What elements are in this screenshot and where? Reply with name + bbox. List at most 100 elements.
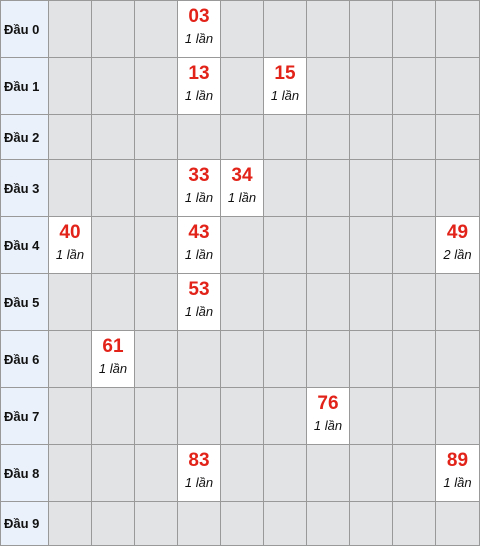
- number-cell: 89 1 lần: [436, 445, 479, 501]
- empty-cell: [393, 217, 435, 273]
- empty-cell: [135, 388, 177, 444]
- empty-cell: [221, 331, 263, 387]
- grid-row-dau-3: Đầu 3 33 1 lần 34 1 lần: [0, 160, 480, 216]
- empty-cell: [49, 1, 91, 57]
- lottery-number: 15: [274, 63, 296, 84]
- empty-cell: [436, 331, 479, 387]
- empty-cell: [264, 331, 306, 387]
- empty-cell: [49, 388, 91, 444]
- lottery-number: 43: [188, 222, 210, 243]
- empty-cell: [307, 331, 349, 387]
- empty-cell: [393, 502, 435, 545]
- empty-cell: [221, 58, 263, 114]
- occurrence-count: 1 lần: [443, 475, 472, 490]
- lottery-number: 53: [188, 279, 210, 300]
- row-label: Đầu 3: [1, 160, 48, 216]
- empty-cell: [135, 58, 177, 114]
- empty-cell: [350, 115, 392, 159]
- occurrence-count: 1 lần: [98, 361, 128, 376]
- empty-cell: [350, 160, 392, 216]
- empty-cell: [436, 160, 479, 216]
- occurrence-count: 1 lần: [55, 247, 85, 262]
- empty-cell: [49, 274, 91, 330]
- empty-cell: [92, 445, 134, 501]
- empty-cell: [264, 274, 306, 330]
- row-label: Đầu 0: [1, 1, 48, 57]
- empty-cell: [350, 331, 392, 387]
- row-label: Đầu 7: [1, 388, 48, 444]
- occurrence-count: 1 lần: [184, 190, 214, 205]
- number-cell: 76 1 lần: [307, 388, 349, 444]
- occurrence-count: 1 lần: [184, 88, 214, 103]
- grid-row-dau-9: Đầu 9: [0, 502, 480, 545]
- empty-cell: [307, 445, 349, 501]
- empty-cell: [178, 331, 220, 387]
- row-label: Đầu 9: [1, 502, 48, 545]
- empty-cell: [221, 445, 263, 501]
- lottery-number: 40: [59, 222, 81, 243]
- empty-cell: [393, 160, 435, 216]
- empty-cell: [307, 502, 349, 545]
- empty-cell: [264, 1, 306, 57]
- empty-cell: [393, 445, 435, 501]
- empty-cell: [436, 388, 479, 444]
- empty-cell: [221, 217, 263, 273]
- empty-cell: [92, 58, 134, 114]
- empty-cell: [264, 115, 306, 159]
- empty-cell: [49, 331, 91, 387]
- empty-cell: [307, 160, 349, 216]
- grid-row-dau-5: Đầu 5 53 1 lần: [0, 274, 480, 330]
- number-cell: 33 1 lần: [178, 160, 220, 216]
- empty-cell: [350, 274, 392, 330]
- empty-cell: [264, 217, 306, 273]
- empty-cell: [135, 217, 177, 273]
- occurrence-count: 2 lần: [443, 247, 472, 262]
- empty-cell: [178, 115, 220, 159]
- empty-cell: [221, 115, 263, 159]
- number-cell: 43 1 lần: [178, 217, 220, 273]
- empty-cell: [350, 388, 392, 444]
- number-cell: 13 1 lần: [178, 58, 220, 114]
- empty-cell: [350, 502, 392, 545]
- empty-cell: [221, 274, 263, 330]
- occurrence-count: 1 lần: [270, 88, 300, 103]
- empty-cell: [393, 1, 435, 57]
- occurrence-count: 1 lần: [184, 304, 214, 319]
- empty-cell: [178, 388, 220, 444]
- empty-cell: [92, 388, 134, 444]
- empty-cell: [393, 388, 435, 444]
- empty-cell: [264, 160, 306, 216]
- empty-cell: [393, 115, 435, 159]
- empty-cell: [350, 1, 392, 57]
- empty-cell: [135, 445, 177, 501]
- empty-cell: [307, 1, 349, 57]
- empty-cell: [393, 274, 435, 330]
- empty-cell: [307, 274, 349, 330]
- empty-cell: [135, 115, 177, 159]
- empty-cell: [264, 502, 306, 545]
- lottery-number: 03: [188, 6, 210, 27]
- empty-cell: [393, 331, 435, 387]
- empty-cell: [221, 388, 263, 444]
- empty-cell: [221, 502, 263, 545]
- number-cell: 03 1 lần: [178, 1, 220, 57]
- empty-cell: [350, 445, 392, 501]
- occurrence-count: 1 lần: [227, 190, 257, 205]
- empty-cell: [393, 58, 435, 114]
- empty-cell: [49, 160, 91, 216]
- empty-cell: [49, 502, 91, 545]
- number-cell: 40 1 lần: [49, 217, 91, 273]
- empty-cell: [264, 445, 306, 501]
- grid-row-dau-4: Đầu 4 40 1 lần 43 1 lần 49 2 lần: [0, 217, 480, 273]
- empty-cell: [436, 115, 479, 159]
- number-cell: 34 1 lần: [221, 160, 263, 216]
- empty-cell: [221, 1, 263, 57]
- empty-cell: [49, 445, 91, 501]
- lottery-number: 13: [188, 63, 210, 84]
- number-cell: 83 1 lần: [178, 445, 220, 501]
- empty-cell: [92, 217, 134, 273]
- empty-cell: [92, 1, 134, 57]
- number-cell: 49 2 lần: [436, 217, 479, 273]
- empty-cell: [92, 160, 134, 216]
